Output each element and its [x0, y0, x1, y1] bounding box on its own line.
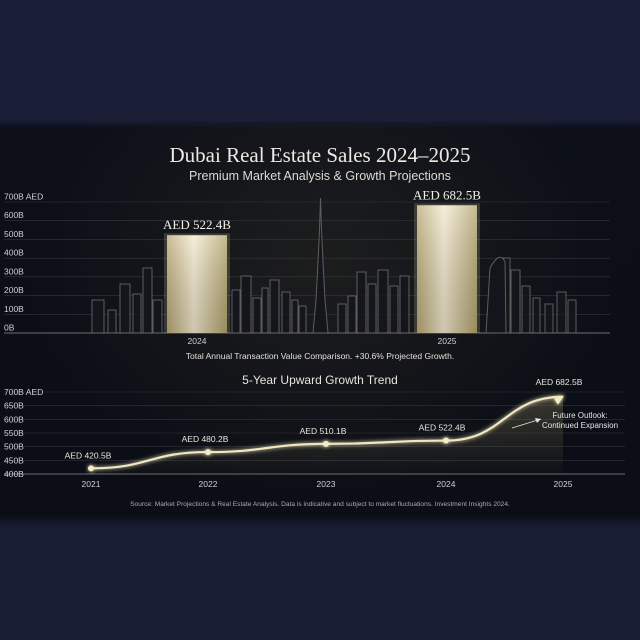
skyline-building: [240, 275, 252, 334]
line-arrowhead: [554, 395, 564, 405]
skyline-building: [91, 299, 105, 334]
line-x-tick-label: 2021: [82, 479, 101, 489]
burj-tower: [312, 197, 329, 334]
line-chart-title: 5-Year Upward Growth Trend: [242, 373, 398, 387]
bar-x-tick-label: 2025: [438, 336, 457, 346]
bar-shade: [167, 235, 227, 333]
line-data-label: AED 522.4B: [419, 423, 466, 433]
skyline-building: [107, 309, 117, 334]
skyline-building: [252, 297, 262, 334]
skyline-building: [510, 269, 521, 334]
sail-tower: [485, 256, 507, 334]
bar-chart: 0B 100B 200B 300B 400B 500B 600B 700B AED AED 5…: [4, 187, 610, 361]
skyline-building: [119, 283, 131, 334]
line-data-label: AED 510.1B: [300, 426, 347, 436]
bar-shade: [417, 205, 477, 333]
bar-y-tick-label: 300B: [4, 266, 24, 276]
annotation-line-1: Future Outlook:: [552, 411, 607, 420]
skyline-building: [356, 271, 367, 334]
line-y-tick-label: 550B: [4, 428, 24, 438]
skyline-building: [132, 293, 142, 334]
line-point: [88, 465, 94, 472]
skyline-building: [298, 305, 307, 334]
line-y-tick-label: 650B: [4, 401, 24, 411]
skyline-building: [532, 297, 541, 334]
skyline-building: [291, 299, 299, 334]
skyline-building: [142, 267, 153, 334]
skyline-building: [399, 275, 410, 334]
chart-subtitle: Premium Market Analysis & Growth Project…: [189, 169, 451, 183]
line-x-tick-label: 2023: [317, 479, 336, 489]
future-outlook-annotation: Future Outlook:Continued Expansion: [511, 411, 618, 430]
skyline-building: [556, 291, 567, 334]
line-y-tick-label: 600B: [4, 414, 24, 424]
skyline-silhouette: [91, 197, 577, 334]
chart-title: Dubai Real Estate Sales 2024–2025: [170, 143, 471, 167]
bar-y-tick-label: 0B: [4, 323, 15, 333]
annotation-arrowhead: [535, 418, 541, 423]
skyline-building: [567, 299, 577, 334]
bar-y-tick-label: 500B: [4, 229, 24, 239]
line-data-label: AED 480.2B: [182, 434, 229, 444]
bar-y-tick-label: 200B: [4, 285, 24, 295]
skyline-building: [152, 299, 163, 334]
skyline-building: [269, 279, 280, 334]
bar-y-tick-label: 600B: [4, 210, 24, 220]
annotation-line-2: Continued Expansion: [542, 421, 618, 430]
line-data-label: AED 682.5B: [536, 377, 583, 387]
line-point: [443, 437, 449, 444]
line-x-tick-label: 2022: [199, 479, 218, 489]
bar-x-tick-label: 2024: [188, 336, 207, 346]
skyline-building: [231, 289, 241, 334]
skyline-building: [337, 303, 347, 334]
line-chart-x-axis: 2021 2022 2023 2024 2025: [82, 479, 573, 489]
bar-y-tick-label: 700B AED: [4, 192, 43, 202]
skyline-building: [544, 303, 554, 334]
bar-chart-caption: Total Annual Transaction Value Compariso…: [186, 351, 454, 361]
bar-data-label: AED 682.5B: [413, 187, 481, 202]
line-y-tick-label: 450B: [4, 455, 24, 465]
bar-data-label: AED 522.4B: [163, 217, 231, 232]
line-y-tick-label: 400B: [4, 469, 24, 479]
bar-chart-bars: AED 522.4B 2024 AED 682.5B 2025: [163, 187, 481, 346]
bar-chart-y-axis: 0B 100B 200B 300B 400B 500B 600B 700B AED: [4, 192, 43, 333]
skyline-building: [521, 285, 531, 334]
line-y-tick-label: 500B: [4, 442, 24, 452]
skyline-building: [377, 269, 389, 334]
skyline-building: [347, 295, 357, 334]
line-chart-y-axis: 400B 450B 500B 550B 600B 650B 700B AED: [4, 387, 43, 479]
line-chart-series: AED 420.5B AED 480.2B AED 510.1B AED 522.4B…: [65, 377, 583, 474]
skyline-building: [281, 291, 291, 334]
skyline-building: [261, 287, 269, 334]
line-x-tick-label: 2025: [554, 479, 573, 489]
line-y-tick-label: 700B AED: [4, 387, 43, 397]
bar-y-tick-label: 100B: [4, 304, 24, 314]
skyline-building: [367, 283, 377, 334]
line-chart: 5-Year Upward Growth Trend 400B 450B 500B 5…: [4, 373, 625, 489]
source-note: Source: Market Projections & Real Estate…: [130, 501, 510, 508]
line-data-label: AED 420.5B: [65, 450, 112, 460]
line-x-tick-label: 2024: [437, 479, 456, 489]
line-point: [323, 440, 329, 447]
bar-y-tick-label: 400B: [4, 248, 24, 258]
skyline-building: [389, 285, 399, 334]
line-point: [205, 449, 211, 456]
